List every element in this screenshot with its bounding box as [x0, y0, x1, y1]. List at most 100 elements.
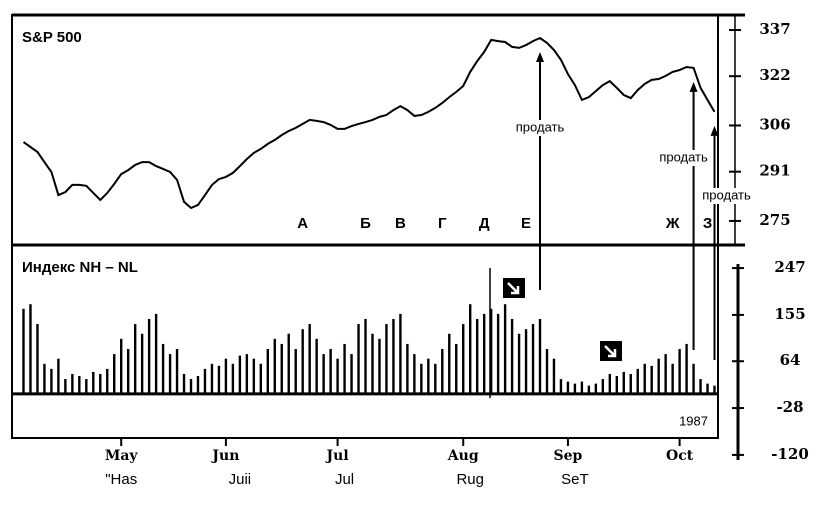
bar — [196, 376, 200, 394]
bar — [545, 349, 549, 394]
bar — [482, 313, 486, 394]
bar — [594, 383, 598, 394]
bar — [601, 379, 605, 394]
bar — [57, 358, 60, 394]
x-tick-label-secondary: "Has — [105, 471, 137, 488]
bar — [350, 354, 353, 394]
bar — [692, 363, 695, 394]
bar — [336, 358, 339, 394]
x-tick-label: Oct — [666, 448, 694, 464]
bar — [85, 379, 88, 394]
bar — [99, 373, 102, 394]
bar — [469, 304, 472, 394]
arrow-icon — [600, 341, 622, 361]
bar — [489, 308, 493, 394]
bar — [622, 371, 625, 394]
bar — [266, 349, 269, 394]
y-tick-label: 155 — [774, 305, 805, 323]
x-tick-label-secondary: SeT — [561, 471, 589, 488]
bar — [64, 379, 67, 394]
bar — [566, 381, 570, 394]
bar — [343, 343, 346, 394]
bar — [78, 376, 81, 394]
bar — [29, 304, 32, 394]
bar — [322, 354, 325, 394]
wave-letter: Б — [360, 215, 371, 232]
bar — [301, 329, 304, 394]
bar — [113, 354, 116, 394]
bar — [357, 324, 360, 394]
bar — [133, 324, 137, 394]
bar — [475, 318, 479, 394]
bar — [573, 383, 577, 394]
wave-letter: Д — [479, 215, 490, 232]
bar — [427, 358, 430, 394]
bar — [147, 318, 151, 394]
bar — [524, 329, 528, 394]
bar — [378, 338, 381, 394]
bar — [224, 358, 228, 394]
x-tick-label-secondary: Jul — [335, 471, 354, 488]
bar — [126, 349, 130, 394]
y-tick-label: -28 — [776, 398, 803, 416]
x-tick-label: Aug — [447, 448, 479, 464]
bar — [308, 324, 311, 394]
bar — [71, 373, 74, 394]
bar — [699, 379, 702, 394]
arrow-icon — [503, 278, 525, 298]
wave-letter: Ж — [665, 215, 680, 232]
bar — [252, 358, 256, 394]
bar — [92, 371, 95, 394]
year-label: 1987 — [679, 413, 708, 428]
bar — [441, 349, 444, 394]
x-tick-label: Jul — [325, 448, 349, 464]
bar — [364, 318, 367, 394]
bar — [413, 354, 416, 394]
bar — [168, 354, 172, 394]
bar — [140, 333, 144, 394]
price-title: S&P 500 — [22, 29, 82, 46]
bar — [315, 338, 318, 394]
bar — [217, 365, 221, 394]
bar — [231, 363, 235, 394]
x-tick-label: Jun — [210, 448, 239, 464]
bar — [664, 354, 667, 394]
bar — [552, 358, 556, 394]
wave-letter: А — [297, 215, 308, 232]
sell-label-bg — [510, 120, 571, 136]
bar — [161, 343, 165, 394]
bar — [531, 324, 535, 394]
bar — [154, 313, 158, 394]
bar — [608, 373, 612, 394]
bar — [294, 349, 297, 394]
wave-letter: З — [703, 215, 712, 232]
bar — [517, 333, 521, 394]
bar — [43, 363, 46, 394]
y-tick-label: 306 — [759, 115, 790, 133]
bar — [629, 373, 632, 394]
wave-letter: Е — [521, 215, 531, 232]
bar — [462, 324, 465, 394]
bar — [671, 363, 674, 394]
y-tick-label: 291 — [759, 162, 790, 180]
x-tick-label: Sep — [554, 448, 583, 464]
wave-letter: Г — [438, 215, 447, 232]
bar — [420, 363, 423, 394]
bar — [678, 349, 681, 394]
sell-label-bg — [653, 150, 714, 166]
bar — [713, 385, 716, 394]
bar — [182, 373, 186, 394]
sell-arrowhead — [689, 81, 698, 92]
bar — [580, 381, 584, 394]
x-tick-label-secondary: Juii — [229, 471, 252, 488]
bar — [259, 363, 263, 394]
bar — [106, 368, 109, 394]
bar — [643, 363, 646, 394]
bar — [210, 363, 214, 394]
bar — [371, 333, 374, 394]
bar — [280, 343, 283, 394]
bar — [496, 313, 500, 394]
sell-label: продать — [702, 187, 751, 202]
bar — [392, 318, 395, 394]
